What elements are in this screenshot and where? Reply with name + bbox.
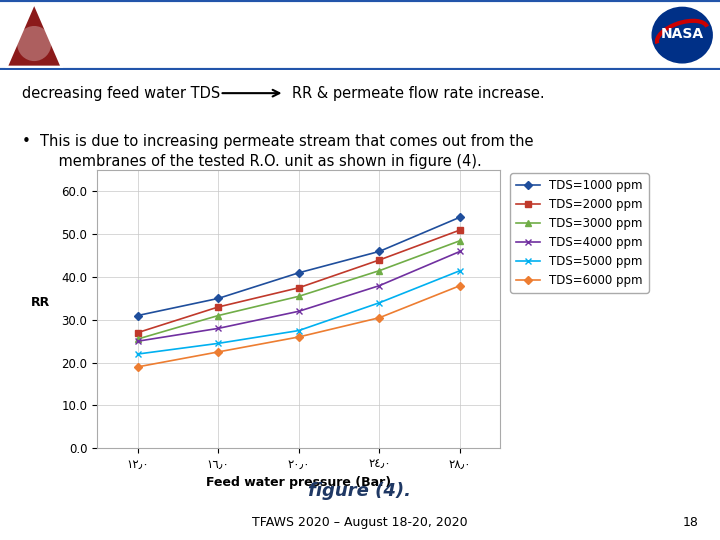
TDS=6000 ppm [456, 282, 464, 289]
Legend: TDS=1000 ppm, TDS=2000 ppm, TDS=3000 ppm, TDS=4000 ppm, TDS=5000 ppm, TDS=6000 p: TDS=1000 ppm, TDS=2000 ppm, TDS=3000 ppm… [510, 173, 649, 293]
Y-axis label: RR: RR [31, 296, 50, 309]
TDS=5000 ppm [214, 340, 222, 347]
TDS=4000 ppm [375, 282, 384, 289]
TDS=4000 ppm [456, 248, 464, 255]
Text: •: • [22, 134, 30, 149]
Line: TDS=4000 ppm: TDS=4000 ppm [135, 248, 463, 344]
TDS=5000 ppm [294, 327, 303, 334]
Text: Experimental Results: Experimental Results [210, 23, 510, 47]
Circle shape [650, 5, 714, 65]
Line: TDS=2000 ppm: TDS=2000 ppm [135, 227, 463, 335]
TDS=4000 ppm [133, 338, 142, 345]
TDS=3000 ppm [294, 293, 303, 300]
Text: 18: 18 [683, 516, 698, 529]
Text: TFAWS 2020 – August 18-20, 2020: TFAWS 2020 – August 18-20, 2020 [252, 516, 468, 529]
Line: TDS=6000 ppm: TDS=6000 ppm [135, 283, 463, 370]
Line: TDS=3000 ppm: TDS=3000 ppm [135, 238, 463, 342]
TDS=6000 ppm [375, 314, 384, 321]
Text: RR & permeate flow rate increase.: RR & permeate flow rate increase. [292, 86, 544, 100]
TDS=2000 ppm [214, 304, 222, 310]
TDS=1000 ppm [294, 269, 303, 276]
Circle shape [17, 26, 51, 61]
TDS=5000 ppm [375, 300, 384, 306]
TDS=2000 ppm [133, 329, 142, 336]
TDS=6000 ppm [214, 349, 222, 355]
TDS=3000 ppm [133, 336, 142, 342]
Polygon shape [7, 3, 62, 66]
TDS=1000 ppm [214, 295, 222, 302]
TDS=6000 ppm [294, 334, 303, 340]
TDS=6000 ppm [133, 363, 142, 370]
TDS=1000 ppm [375, 248, 384, 255]
TDS=3000 ppm [214, 312, 222, 319]
Text: figure (4).: figure (4). [308, 482, 412, 501]
X-axis label: Feed water pressure (Bar): Feed water pressure (Bar) [206, 476, 392, 489]
TDS=2000 ppm [456, 227, 464, 233]
Text: NASA: NASA [661, 26, 703, 40]
Line: TDS=5000 ppm: TDS=5000 ppm [135, 268, 463, 357]
TDS=1000 ppm [456, 214, 464, 220]
TDS=2000 ppm [375, 256, 384, 263]
TDS=4000 ppm [214, 325, 222, 332]
Line: TDS=1000 ppm: TDS=1000 ppm [135, 214, 463, 319]
TDS=2000 ppm [294, 285, 303, 291]
TDS=5000 ppm [133, 351, 142, 357]
Text: decreasing feed water TDS: decreasing feed water TDS [22, 86, 220, 100]
Text: This is due to increasing permeate stream that comes out from the
    membranes : This is due to increasing permeate strea… [40, 134, 533, 169]
TDS=1000 ppm [133, 312, 142, 319]
TDS=3000 ppm [456, 238, 464, 244]
TDS=4000 ppm [294, 308, 303, 314]
TDS=3000 ppm [375, 267, 384, 274]
TDS=5000 ppm [456, 267, 464, 274]
